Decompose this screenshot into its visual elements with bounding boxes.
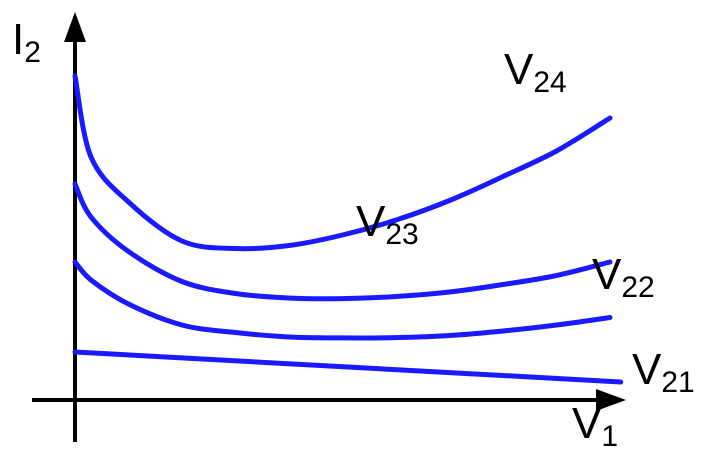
y-axis-label-sub: 2 [24,36,41,69]
series-v21-label: V21 [632,345,695,399]
x-axis-arrow [596,389,626,411]
series-v22-label: V22 [592,250,655,304]
series-v23-label: V23 [356,197,419,251]
series-v21-curve [72,349,624,385]
y-axis-label: I2 [12,15,41,69]
series-v22-curve [72,259,613,341]
y-axis-label-main: I [12,15,24,64]
x-axis-label-main: V [572,399,602,448]
y-axis-arrow [64,12,86,42]
x-axis-label-sub: 1 [601,420,618,452]
x-axis-label: V1 [572,399,618,452]
series-v24-curve [72,73,613,252]
series-v24-label: V24 [504,45,567,99]
series-v23-curve [72,181,613,302]
